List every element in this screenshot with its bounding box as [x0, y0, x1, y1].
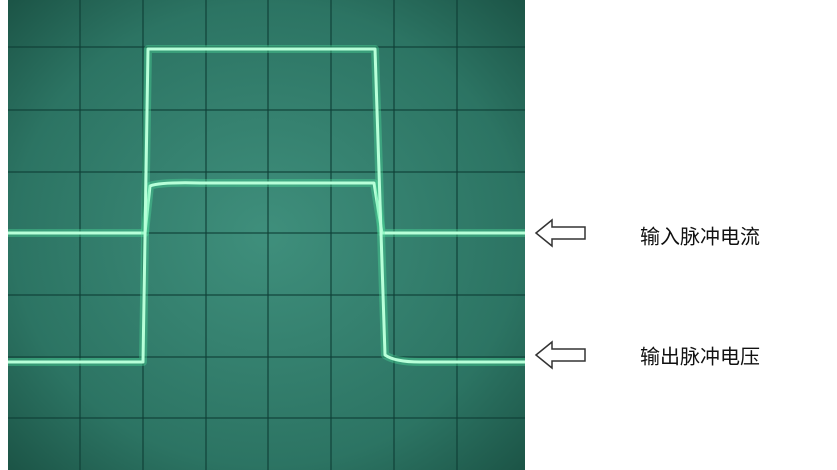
oscilloscope-screen [8, 0, 525, 470]
input-label: 输入脉冲电流 [640, 225, 760, 249]
page: 输入脉冲电流 输出脉冲电压 [0, 0, 837, 470]
arrow [536, 220, 585, 246]
arrow [536, 342, 585, 368]
output-label: 输出脉冲电压 [640, 345, 760, 369]
